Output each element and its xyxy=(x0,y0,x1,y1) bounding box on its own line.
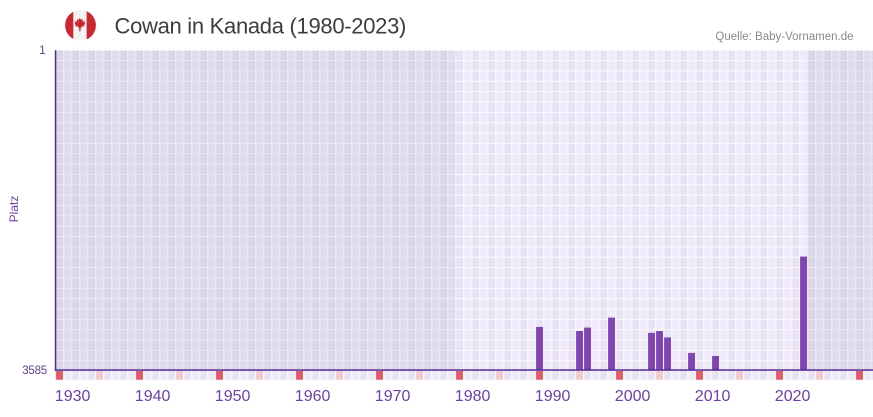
svg-text:2010: 2010 xyxy=(695,388,731,405)
svg-text:2020: 2020 xyxy=(775,388,811,405)
svg-text:Platz: Platz xyxy=(7,196,21,223)
svg-text:1960: 1960 xyxy=(295,388,331,405)
svg-text:3585: 3585 xyxy=(22,365,47,377)
svg-text:1990: 1990 xyxy=(535,388,571,405)
svg-text:1930: 1930 xyxy=(55,388,91,405)
svg-text:1: 1 xyxy=(39,45,45,57)
svg-text:Cowan in Kanada (1980-2023): Cowan in Kanada (1980-2023) xyxy=(115,14,407,39)
svg-text:1980: 1980 xyxy=(455,388,491,405)
svg-text:Quelle: Baby-Vornamen.de: Quelle: Baby-Vornamen.de xyxy=(715,31,853,43)
svg-text:1970: 1970 xyxy=(375,388,411,405)
svg-text:1940: 1940 xyxy=(135,388,171,405)
svg-text:2000: 2000 xyxy=(615,388,651,405)
svg-text:1950: 1950 xyxy=(215,388,251,405)
